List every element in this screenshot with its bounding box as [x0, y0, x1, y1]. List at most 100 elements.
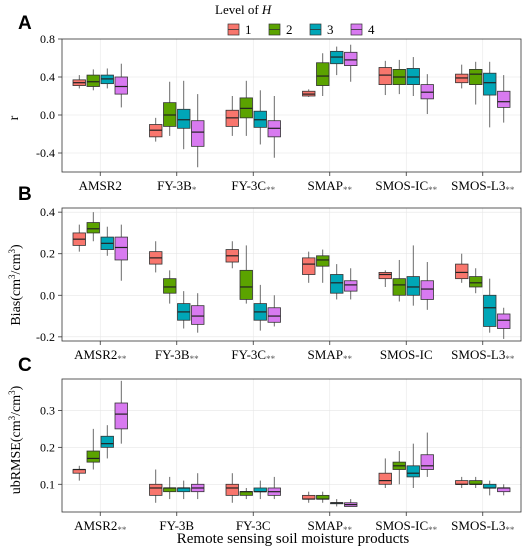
x-tick-label: SMOS-IC** [375, 518, 437, 535]
box-level-4 [497, 90, 511, 108]
box-level-4 [497, 313, 511, 329]
x-tick-label: FY-3C** [231, 347, 275, 364]
significance-mark: ** [343, 525, 353, 535]
box-level-4 [267, 307, 281, 323]
y-tick-label: 0.2 [40, 440, 55, 454]
box-level-2 [392, 278, 406, 296]
box-level-2 [239, 269, 253, 300]
x-tick-label: SMOS-L3** [451, 178, 515, 195]
category-name: FY-3B [155, 347, 190, 362]
box-level-4 [344, 51, 358, 66]
x-tick-label: SMAP** [308, 518, 353, 535]
box-level-1 [378, 67, 392, 86]
legend-label-4: 4 [368, 22, 375, 37]
significance-mark: ** [343, 354, 353, 364]
y-axis-label-b-end: ) [9, 244, 24, 249]
y-axis-label-c-end: ) [9, 385, 24, 390]
legend-items: 1 2 3 4 [227, 22, 375, 37]
category-name: SMOS-L3 [451, 347, 505, 362]
category-name: SMAP [308, 347, 343, 362]
y-tick-label: 0.8 [40, 32, 55, 46]
box-level-3 [100, 435, 114, 448]
box-level-4 [420, 454, 434, 470]
significance-mark: ** [505, 354, 515, 364]
legend-label-1: 1 [245, 22, 252, 37]
panel-letter-b: B [18, 184, 32, 205]
box-level-1 [149, 483, 163, 496]
y-tick-label: -0.2 [36, 330, 55, 344]
legend-title: Level of H [215, 2, 272, 17]
box-level-4 [114, 402, 128, 430]
category-name: SMAP [308, 518, 343, 533]
significance-mark: ** [190, 354, 200, 364]
box-level-1 [302, 257, 316, 275]
box-level-4 [114, 76, 128, 95]
panel-frame [61, 38, 522, 173]
x-tick-label: AMSR2** [74, 518, 127, 535]
panel-frame [61, 207, 522, 342]
box-level-2 [86, 222, 100, 234]
box-level-3 [177, 108, 191, 129]
x-tick-label: FY-3B [159, 518, 194, 533]
category-name: FY-3C [236, 518, 271, 533]
y-tick-label: 0.0 [40, 108, 55, 122]
box-level-4 [420, 280, 434, 300]
y-axis-label-b-mid: /cm [9, 253, 24, 274]
x-tick-label: FY-3C [236, 518, 271, 533]
y-axis-label-c: ubRMSE(cm3/cm3) [7, 385, 24, 494]
y-tick-label: 0.2 [40, 247, 55, 261]
box-level-2 [469, 69, 483, 86]
y-axis-label-b: Bias(cm3/cm3) [7, 244, 24, 326]
box-level-3 [483, 294, 497, 327]
box-level-2 [316, 62, 330, 86]
category-name: FY-3C [231, 178, 266, 193]
significance-mark: ** [505, 525, 515, 535]
box-level-2 [469, 276, 483, 288]
significance-mark: ** [428, 185, 438, 195]
category-name: SMOS-L3 [451, 518, 505, 533]
category-name: FY-3B [157, 178, 192, 193]
box-level-1 [378, 472, 392, 485]
category-name: FY-3B [159, 518, 194, 533]
significance-mark: ** [505, 185, 515, 195]
box-level-3 [483, 72, 497, 96]
box-level-4 [114, 236, 128, 261]
box-level-2 [316, 255, 330, 267]
category-name: SMOS-IC [380, 347, 433, 362]
y-tick-label: 0.4 [40, 70, 55, 84]
legend-label-3: 3 [327, 22, 334, 37]
significance-mark: ** [428, 525, 438, 535]
category-name: SMOS-IC [375, 518, 428, 533]
box-level-3 [406, 465, 420, 478]
box-level-3 [330, 274, 344, 294]
significance-mark: ** [266, 185, 276, 195]
x-tick-label: AMSR2 [79, 178, 122, 193]
x-tick-label: SMOS-L3** [451, 518, 515, 535]
panel-letter-a: A [18, 13, 32, 34]
box-level-4 [191, 120, 205, 147]
significance-mark: ** [343, 185, 353, 195]
y-axis-label-c-mid: /cm [9, 395, 24, 416]
legend-label-2: 2 [286, 22, 293, 37]
significance-mark: * [192, 185, 197, 195]
y-tick-label: 0.0 [40, 288, 55, 302]
x-tick-label: FY-3C** [231, 178, 275, 195]
box-level-1 [225, 483, 239, 496]
box-level-3 [406, 276, 420, 296]
y-axis-label-c-sup2: 3 [7, 390, 17, 395]
x-tick-label: SMOS-IC** [375, 178, 437, 195]
x-tick-label: AMSR2** [74, 347, 127, 364]
x-tick-label: SMAP** [308, 178, 353, 195]
category-name: SMOS-L3 [451, 178, 505, 193]
panel-frame [61, 378, 522, 513]
category-name: AMSR2 [74, 518, 117, 533]
legend: Level of H 1 2 3 4 [215, 2, 375, 37]
box-level-2 [86, 74, 100, 87]
y-tick-label: -0.4 [36, 146, 55, 160]
y-axis-label-c-sup1: 3 [7, 415, 17, 420]
box-level-2 [163, 278, 177, 294]
